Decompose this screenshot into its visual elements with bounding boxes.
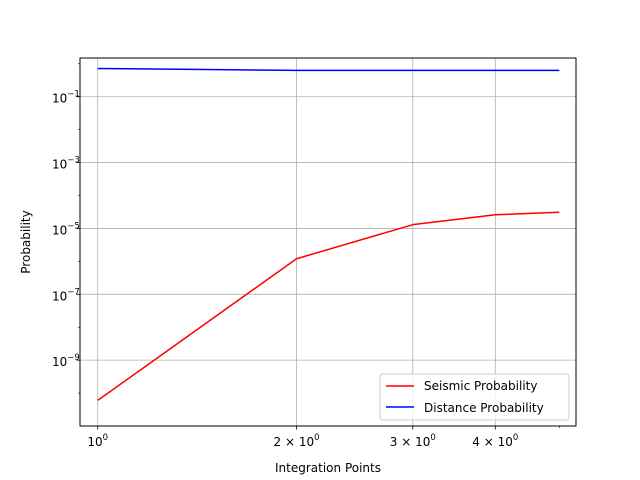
- series-line-distance: [97, 67, 560, 72]
- y-axis-label: Probability: [19, 210, 33, 273]
- x-tick-label: 100: [87, 433, 108, 449]
- x-tick-label: 2 × 100: [274, 433, 320, 449]
- x-tick-label: 4 × 100: [472, 433, 518, 449]
- y-tick-label: 10−1: [52, 90, 80, 106]
- y-tick-label: 10−5: [52, 221, 80, 237]
- legend-label-distance: Distance Probability: [424, 401, 544, 415]
- legend: Seismic Probability Distance Probability: [379, 373, 570, 421]
- y-tick-label: 10−9: [52, 353, 80, 369]
- series-lines: [97, 67, 560, 401]
- x-tick-label: 3 × 100: [390, 433, 436, 449]
- y-tick-label: 10−3: [52, 156, 80, 172]
- x-axis-label: Integration Points: [275, 461, 381, 475]
- x-axis-ticks: 100 2 × 100 3 × 100 4 × 100: [87, 426, 560, 449]
- series-line-seismic: [97, 211, 560, 401]
- legend-box: [379, 373, 570, 421]
- plot-frame: [79, 57, 577, 427]
- grid-lines: [80, 58, 576, 426]
- y-axis-ticks: 10−9 10−7 10−5 10−3 10−1: [52, 63, 80, 394]
- plot-area: [80, 58, 576, 426]
- y-tick-label: 10−7: [52, 287, 80, 303]
- legend-label-seismic: Seismic Probability: [424, 379, 537, 393]
